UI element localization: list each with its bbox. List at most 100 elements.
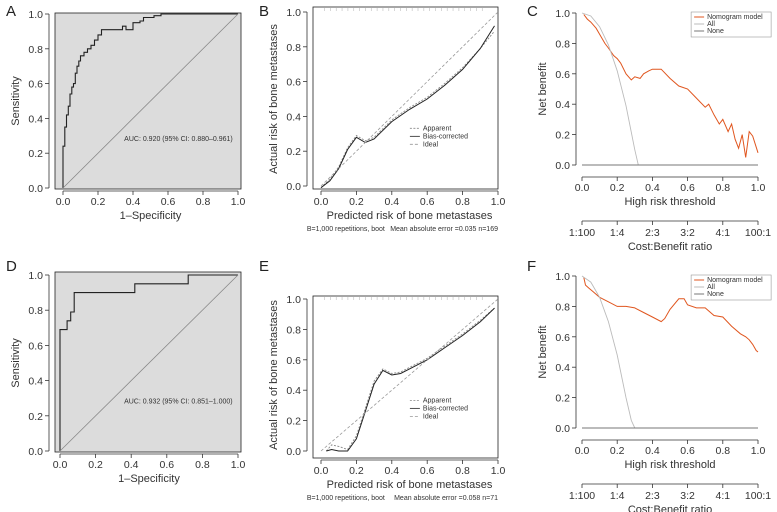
x-tick-label: 0.4	[645, 182, 660, 194]
y-tick-label: 0.2	[28, 411, 43, 423]
panel-letter: F	[527, 258, 536, 275]
legend-label: Nomogram model	[707, 277, 763, 284]
series-all	[581, 12, 639, 166]
y-axis-label: Net benefit	[537, 62, 549, 115]
ratio-tick-label: 100:1	[745, 490, 771, 502]
panel-F: F 0.0 0.2 0.4 0.6 0.8 1.0 0.0 0.2 0.4 0.6 0.8 1.0 Hig…	[527, 258, 772, 512]
series-reference	[62, 13, 239, 189]
x-tick-label: 0.0	[53, 459, 68, 471]
panel-A: A 0.0 0.2 0.4 0.6 0.8 1.0 0.0 0.2 0.4 0.6 0.8 1.0 1–S…	[6, 3, 245, 222]
y-axis-label: Net benefit	[537, 325, 549, 378]
y-tick-label: 0.6	[28, 340, 43, 352]
x-tick-label: 1.0	[751, 445, 766, 457]
series-roc	[62, 13, 238, 188]
legend-label: Ideal	[423, 413, 439, 420]
plot-frame	[54, 271, 242, 453]
y-tick-label: 0.8	[28, 44, 43, 56]
y-tick-label: 0.0	[555, 160, 570, 172]
panel-letter: B	[259, 3, 269, 20]
plot-area	[55, 13, 241, 189]
x-tick-label: 0.4	[126, 196, 141, 208]
x-tick-label: 0.6	[420, 465, 435, 477]
y-tick-label: 0.6	[286, 355, 301, 367]
x-tick-label: 0.8	[195, 459, 210, 471]
y-tick-label: 0.2	[286, 416, 301, 428]
x-tick-label: 0.8	[455, 465, 470, 477]
y-tick-label: 0.4	[28, 113, 43, 125]
plot-frame	[312, 295, 499, 459]
y-tick-label: 0.2	[28, 148, 43, 160]
ratio-tick-label: 2:3	[645, 227, 660, 239]
x-tick-label: 1.0	[491, 196, 506, 208]
y-tick-label: 0.8	[286, 324, 301, 336]
x-tick-label: 0.0	[575, 182, 590, 194]
ratio-axis-label: Cost:Benefit ratio	[628, 504, 712, 512]
x-tick-label: 1.0	[491, 465, 506, 477]
x-tick-label: 0.6	[161, 196, 176, 208]
x-tick-label: 1.0	[231, 196, 246, 208]
x-tick-label: 0.8	[455, 196, 470, 208]
y-axis-label: Sensitivity	[10, 76, 22, 126]
x-tick-label: 0.0	[575, 445, 590, 457]
x-tick-label: 0.2	[349, 196, 364, 208]
ratio-tick-label: 1:100	[569, 227, 595, 239]
panel-B: B 0.0 0.2 0.4 0.6 0.8 1.0 0.0 0.2 0.4 0.6 0.8 1.0 Pre…	[259, 3, 505, 233]
legend-label: All	[707, 284, 715, 291]
y-tick-label: 0.4	[555, 99, 570, 111]
y-tick-label: 0.4	[28, 376, 43, 388]
y-tick-label: 0.4	[286, 385, 301, 397]
y-tick-label: 0.0	[28, 446, 43, 458]
ratio-tick-label: 4:1	[715, 490, 730, 502]
legend-label: Bias-corrected	[423, 133, 468, 140]
y-tick-label: 1.0	[555, 8, 570, 20]
x-tick-label: 0.8	[196, 196, 211, 208]
series-reference	[59, 274, 239, 452]
series-nomogram-model	[583, 14, 759, 158]
x-axis-label: Predicted risk of bone metastases	[327, 210, 493, 222]
series-nomogram-model	[583, 277, 759, 353]
panel-letter: E	[259, 258, 269, 275]
x-tick-label: 0.2	[610, 445, 625, 457]
y-tick-label: 1.0	[286, 7, 301, 19]
plot-frame	[54, 12, 242, 190]
legend-label: None	[707, 28, 724, 35]
panel-E: E 0.0 0.2 0.4 0.6 0.8 1.0 0.0 0.2 0.4 0.6 0.8 1.0 Pre…	[259, 258, 505, 502]
auc-annotation: AUC: 0.932 (95% CI: 0.851–1.000)	[124, 398, 233, 405]
x-tick-label: 0.6	[159, 459, 174, 471]
ratio-tick-label: 1:4	[610, 490, 625, 502]
y-tick-label: 1.0	[286, 294, 301, 306]
legend-label: Ideal	[423, 141, 439, 148]
x-axis-label: 1–Specificity	[118, 473, 180, 485]
panel-C: C 0.0 0.2 0.4 0.6 0.8 1.0 0.0 0.2 0.4 0.6 0.8 1.0 Hig…	[527, 3, 772, 253]
x-axis-label: High risk threshold	[624, 459, 715, 471]
legend-label: Nomogram model	[707, 14, 763, 21]
footnote-right: Mean absolute error =0.058 n=71	[394, 495, 498, 502]
x-tick-label: 0.4	[645, 445, 660, 457]
x-tick-label: 0.0	[314, 465, 329, 477]
y-axis-label: Actual risk of bone metastases	[268, 24, 280, 174]
y-tick-label: 0.0	[28, 183, 43, 195]
y-tick-label: 0.2	[286, 146, 301, 158]
ratio-tick-label: 1:100	[569, 490, 595, 502]
x-tick-label: 0.6	[420, 196, 435, 208]
ratio-tick-label: 4:1	[715, 227, 730, 239]
series-bias-corrected	[320, 25, 495, 189]
y-axis-label: Sensitivity	[10, 338, 22, 388]
y-tick-label: 0.0	[555, 423, 570, 435]
legend-label: Apparent	[423, 125, 451, 132]
x-tick-label: 0.4	[384, 465, 399, 477]
x-tick-label: 0.4	[124, 459, 139, 471]
legend-box	[690, 11, 772, 38]
x-tick-label: 0.2	[91, 196, 106, 208]
ratio-tick-label: 2:3	[645, 490, 660, 502]
x-tick-label: 0.6	[680, 445, 695, 457]
x-tick-label: 0.2	[88, 459, 103, 471]
x-tick-label: 0.4	[384, 196, 399, 208]
ratio-tick-label: 100:1	[745, 227, 771, 239]
ratio-tick-label: 3:2	[680, 227, 695, 239]
x-tick-label: 0.8	[715, 182, 730, 194]
y-tick-label: 0.2	[555, 393, 570, 405]
legend-label: All	[707, 21, 715, 28]
x-tick-label: 0.2	[349, 465, 364, 477]
series-apparent	[325, 307, 495, 452]
